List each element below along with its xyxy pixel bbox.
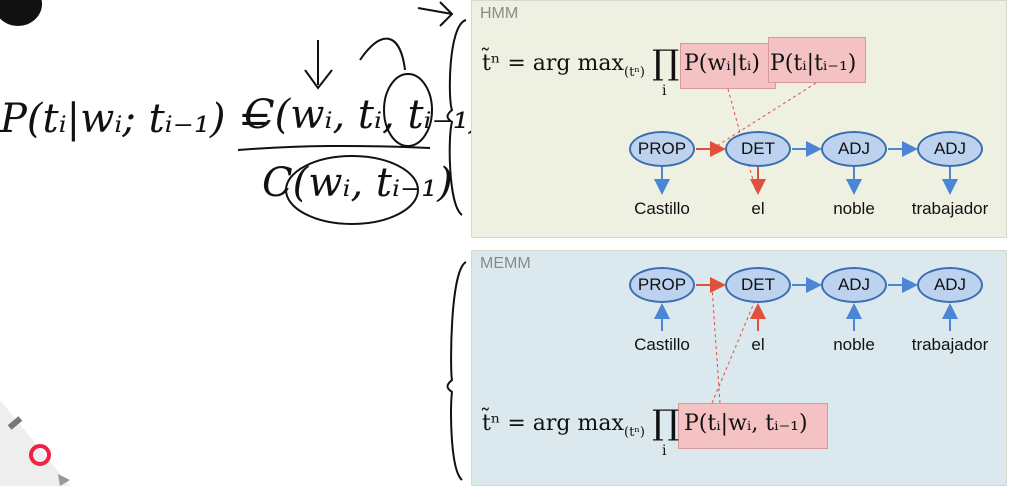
- memm-word-3: noble: [833, 335, 875, 354]
- hmm-word-3: noble: [833, 199, 875, 218]
- memm-node-tag-1: PROP: [629, 267, 695, 303]
- hmm-node-tag-3: ADJ: [821, 131, 887, 167]
- handwritten-numerator: C(wᵢ, tᵢ, tᵢ₋₁): [244, 92, 485, 138]
- memm-node-tag-2: DET: [725, 267, 791, 303]
- pen-cursor-dot: [0, 0, 42, 26]
- memm-edges: [654, 277, 958, 404]
- handwritten-denominator: C(wᵢ, tᵢ₋₁): [262, 160, 453, 206]
- circle-mark-2: [285, 155, 419, 225]
- hmm-transition-highlight: [768, 37, 866, 83]
- memm-node-tag-3: ADJ: [821, 267, 887, 303]
- handwriting-layer: [0, 0, 467, 486]
- hmm-word-1: Castillo: [634, 199, 690, 218]
- memm-word-4: trabajador: [911, 335, 989, 354]
- fraction-bar: [237, 144, 431, 151]
- hmm-node-tag-2: DET: [725, 131, 791, 167]
- memm-dotted-2: [711, 286, 721, 404]
- memm-word-2: el: [751, 335, 765, 354]
- pen-tool-icon[interactable]: [7, 416, 23, 430]
- hmm-formula-sub: (tⁿ): [624, 65, 645, 80]
- hmm-emission-highlight: [680, 43, 776, 89]
- hmm-edges: [654, 82, 958, 195]
- hmm-node-tag-1: PROP: [629, 131, 695, 167]
- circle-mark-1: [383, 73, 433, 147]
- memm-node-tag-4: ADJ: [917, 267, 983, 303]
- hmm-term-emission: P(wᵢ|tᵢ): [684, 51, 760, 76]
- hmm-node-tag-4: ADJ: [917, 131, 983, 167]
- brace-hmm: [446, 19, 467, 216]
- hmm-word-2: el: [751, 199, 765, 218]
- memm-term: P(tᵢ|wᵢ, tᵢ₋₁): [684, 411, 808, 436]
- color-picker-icon[interactable]: [29, 444, 51, 466]
- hmm-formula-lhs: t̃ⁿ = arg max: [482, 51, 624, 76]
- tool-palette[interactable]: [0, 400, 70, 486]
- memm-panel: MEMM PROP DET ADJ ADJ Castillo el noble …: [471, 250, 1007, 486]
- brace-memm: [446, 261, 467, 481]
- memm-word-1: Castillo: [634, 335, 690, 354]
- memm-dotted-1: [711, 302, 755, 404]
- memm-term-highlight: [678, 403, 828, 449]
- memm-formula-lhs: t̃ⁿ = arg max: [482, 411, 624, 436]
- pen-arrow-1: [304, 40, 333, 90]
- pen-arrow-3: [417, 1, 454, 27]
- hmm-dotted-transition: [711, 82, 817, 150]
- hmm-word-4: trabajador: [911, 199, 989, 218]
- hmm-title: HMM: [480, 5, 519, 22]
- pointer-tool-icon[interactable]: [58, 474, 70, 486]
- hmm-prod-index: i: [662, 83, 667, 99]
- memm-formula-sub: (tⁿ): [624, 425, 645, 440]
- memm-prod-symbol: ∏: [652, 403, 680, 443]
- memm-title: MEMM: [480, 255, 531, 272]
- hmm-panel: HMM t̃ⁿ = arg max (tⁿ) ∏ i P(wᵢ|tᵢ) P(tᵢ…: [471, 0, 1007, 238]
- hmm-prod-symbol: ∏: [652, 43, 680, 83]
- pen-arrow-2: [359, 37, 406, 71]
- memm-prod-index: i: [662, 443, 667, 459]
- hmm-term-transition: P(tᵢ|tᵢ₋₁): [770, 51, 857, 76]
- handwritten-lhs: P(tᵢ|wᵢ; tᵢ₋₁) =: [0, 96, 272, 142]
